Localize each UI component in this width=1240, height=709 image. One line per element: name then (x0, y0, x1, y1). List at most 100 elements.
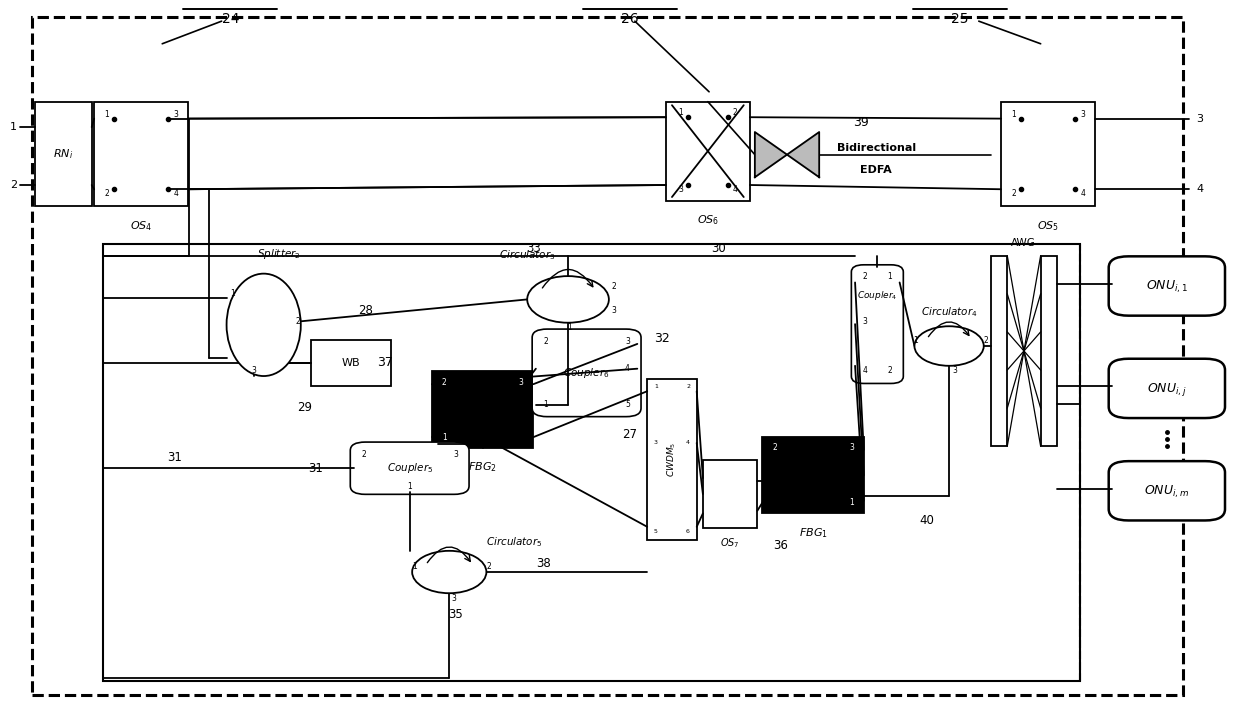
Bar (647, 379, 697, 540)
Text: 2: 2 (983, 336, 988, 345)
Text: 3: 3 (453, 450, 458, 459)
Text: 2: 2 (296, 317, 300, 326)
Text: $Circulator_4$: $Circulator_4$ (921, 306, 977, 319)
FancyBboxPatch shape (532, 329, 641, 417)
Text: 4: 4 (1197, 184, 1204, 194)
Bar (763, 437, 864, 513)
Bar (432, 372, 533, 447)
Text: $CWDM_5$: $CWDM_5$ (666, 441, 678, 476)
Text: 31: 31 (167, 451, 182, 464)
Bar (35, 101, 92, 206)
FancyBboxPatch shape (1109, 359, 1225, 418)
Text: 4: 4 (174, 189, 179, 198)
Text: AWG: AWG (1011, 238, 1035, 248)
Text: $OS_5$: $OS_5$ (1037, 219, 1059, 233)
Text: 28: 28 (358, 304, 373, 317)
Text: $OS_6$: $OS_6$ (697, 213, 719, 227)
Text: 2: 2 (611, 282, 616, 291)
Text: 6: 6 (686, 528, 689, 534)
Text: 1: 1 (104, 110, 109, 119)
Text: 4: 4 (625, 364, 630, 373)
Bar (1001, 101, 1095, 206)
Text: 2: 2 (441, 378, 446, 386)
Text: EDFA: EDFA (861, 165, 892, 175)
Text: 40: 40 (919, 514, 934, 527)
Text: 33: 33 (526, 242, 541, 255)
Text: 38: 38 (536, 557, 551, 570)
Text: $ONU_{i,m}$: $ONU_{i,m}$ (1145, 484, 1189, 500)
Text: 5: 5 (653, 528, 657, 534)
Text: Bidirectional: Bidirectional (837, 143, 915, 152)
Text: 31: 31 (309, 462, 324, 475)
Text: 30: 30 (712, 242, 727, 255)
Text: 1: 1 (567, 323, 572, 332)
Text: 3: 3 (863, 318, 868, 326)
Text: 2: 2 (773, 443, 777, 452)
Text: 2: 2 (543, 337, 548, 345)
Text: 3: 3 (174, 110, 179, 119)
Text: 3: 3 (1197, 113, 1204, 123)
Bar (103, 245, 1080, 681)
Bar (666, 101, 750, 201)
Text: 1: 1 (914, 336, 918, 345)
Text: 3: 3 (611, 306, 616, 315)
Text: 3: 3 (625, 337, 630, 345)
Circle shape (527, 276, 609, 323)
Text: 3: 3 (1080, 110, 1085, 119)
Text: 39: 39 (853, 116, 869, 129)
Text: $OS_7$: $OS_7$ (720, 536, 740, 550)
Text: 5: 5 (625, 400, 630, 409)
Bar (311, 340, 391, 386)
Bar (703, 460, 758, 527)
Text: 34: 34 (826, 447, 841, 461)
Polygon shape (787, 132, 820, 177)
Text: 26: 26 (621, 12, 639, 26)
Text: 3: 3 (678, 185, 683, 194)
Text: 35: 35 (448, 608, 463, 621)
Text: 36: 36 (774, 539, 789, 552)
Text: $Splitter_2$: $Splitter_2$ (257, 247, 300, 261)
Bar (991, 256, 1007, 446)
Text: 2: 2 (888, 366, 892, 374)
Text: 1: 1 (653, 384, 657, 389)
Text: $OS_4$: $OS_4$ (130, 219, 153, 233)
Text: 2: 2 (733, 108, 738, 118)
Text: 1: 1 (543, 400, 548, 409)
Text: 3: 3 (653, 440, 658, 445)
Text: 2: 2 (486, 562, 491, 571)
Text: 3: 3 (451, 593, 456, 603)
Text: 2: 2 (104, 189, 109, 198)
Text: 1: 1 (441, 432, 446, 442)
Text: 1: 1 (412, 562, 417, 571)
Text: 4: 4 (686, 440, 689, 445)
Text: $Coupler_4$: $Coupler_4$ (857, 289, 898, 302)
Text: 1: 1 (10, 122, 17, 132)
Text: 29: 29 (298, 401, 312, 414)
Text: $ONU_{i,j}$: $ONU_{i,j}$ (1147, 381, 1187, 398)
Text: 4: 4 (733, 185, 738, 194)
Text: $FBG_2$: $FBG_2$ (469, 461, 497, 474)
Text: 3: 3 (518, 378, 523, 386)
Text: 37: 37 (377, 357, 393, 369)
Text: 1: 1 (849, 498, 853, 508)
Text: 3: 3 (952, 367, 957, 375)
Text: 1: 1 (231, 289, 236, 298)
Text: $ONU_{i,1}$: $ONU_{i,1}$ (1146, 279, 1188, 295)
Bar (1040, 256, 1056, 446)
Text: 2: 2 (362, 450, 366, 459)
Text: 1: 1 (888, 272, 892, 281)
Text: WB: WB (341, 358, 360, 369)
Text: 1: 1 (1011, 110, 1016, 119)
Text: 24: 24 (222, 12, 239, 26)
Text: $Coupler_6$: $Coupler_6$ (563, 366, 610, 380)
FancyBboxPatch shape (1109, 461, 1225, 520)
Polygon shape (755, 132, 787, 177)
Text: 3: 3 (252, 367, 257, 375)
Circle shape (412, 551, 486, 593)
Text: 32: 32 (655, 332, 670, 345)
Text: 2: 2 (686, 384, 689, 389)
Text: 25: 25 (951, 12, 968, 26)
Text: 27: 27 (622, 428, 637, 441)
Text: $FBG_1$: $FBG_1$ (799, 526, 827, 540)
Text: 2: 2 (10, 180, 17, 190)
